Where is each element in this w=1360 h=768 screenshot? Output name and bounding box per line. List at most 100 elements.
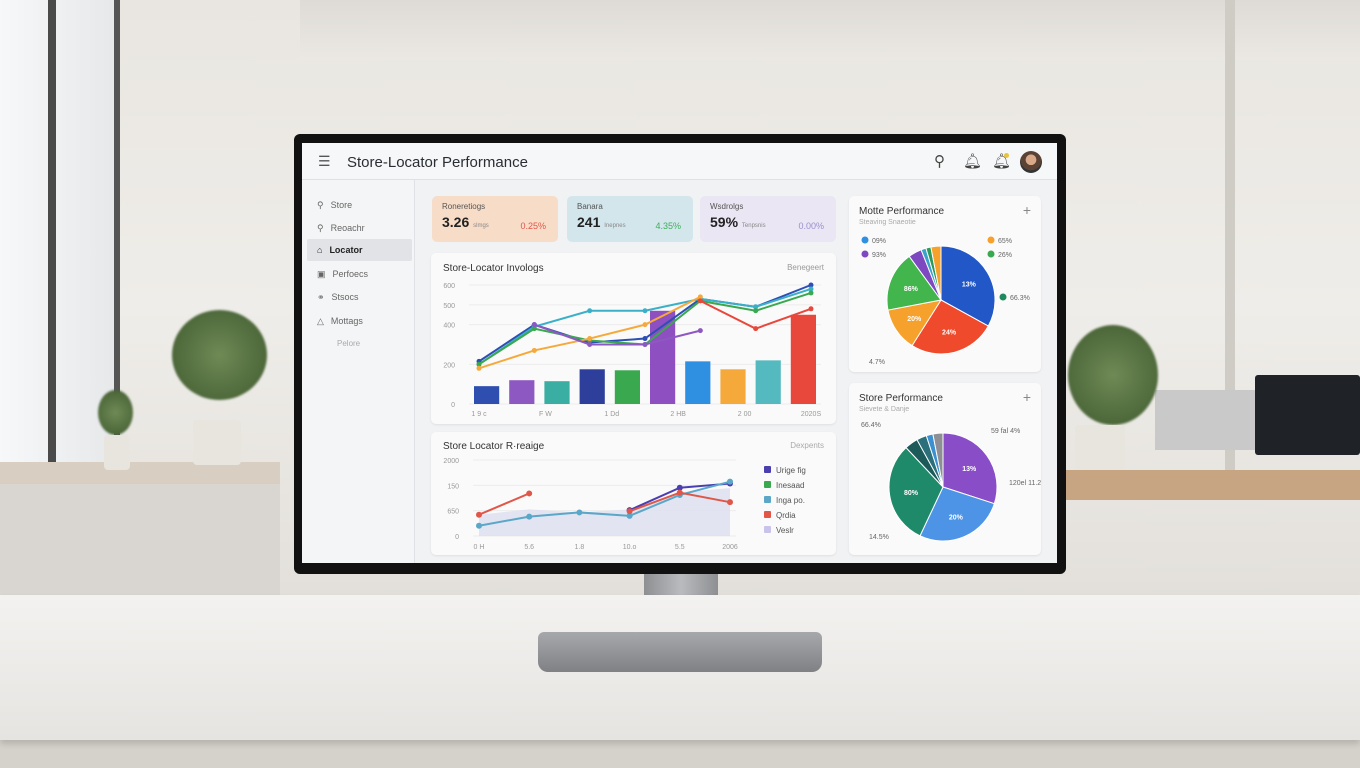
plant [1068,325,1158,425]
x-tick-label: F W [539,411,552,418]
kpi-label: Roneretiogs [442,202,486,211]
y-tick-label: 0 [455,534,459,541]
avatar[interactable] [1020,151,1042,173]
y-tick-label: 650 [447,509,459,516]
chart-action[interactable]: Dexpents [790,441,824,450]
window [0,0,120,470]
x-tick-label: 2006 [722,544,738,551]
bar [755,360,781,404]
panel-icon: ▣ [317,268,326,279]
slice-label: 13% [962,466,977,473]
x-tick-label: 5.5 [675,544,685,551]
bar [544,381,570,404]
legend-label: Veslr [776,526,794,535]
x-tick-label: 2 00 [738,411,752,418]
add-button[interactable]: + [1022,389,1031,405]
kpi-card[interactable]: Banara 241 Inepnes 4.35% [567,196,693,242]
plant-pot [104,435,130,470]
kpi-value: 241 Inepnes [577,214,626,230]
search-icon[interactable]: ⚲ [934,153,945,170]
series-line [629,482,731,512]
legend-label: Inesaad [776,481,804,490]
legend-label: 65% [998,238,1012,245]
y-tick-label: 600 [443,283,455,290]
callout-label: 59 fal 4% [991,428,1020,435]
legend-label: Urige fig [776,466,806,475]
x-tick-label: 2020S [801,411,822,418]
legend-swatch [764,526,771,533]
x-tick-label: 1 Dd [604,411,619,418]
bar [790,314,816,404]
plant [98,390,133,435]
chart-title: Store Performance [859,393,943,404]
kpi-card[interactable]: Roneretiogs 3.26 slmgs 0.25% [432,196,558,242]
pie-card-store: Store Performance Sievete & Danje + 13% 2… [849,383,1041,555]
bell-icon[interactable]: 🔔︎ [963,153,983,170]
kpi-change: 0.25% [520,221,546,231]
sidebar-item-mottags[interactable]: △ Mottags [317,315,363,327]
floor [0,740,1360,768]
chart-action[interactable]: Benegeert [787,263,824,272]
pie-slice [932,432,944,488]
sidebar-item-stsocs[interactable]: ⚭ Stsocs [317,291,359,303]
series-line [478,480,731,527]
legend-swatch [764,481,771,488]
legend-swatch [764,496,771,503]
add-button[interactable]: + [1022,202,1031,218]
legend-label: 93% [872,252,886,259]
y-tick-label: 200 [443,362,455,369]
bar [579,369,605,404]
chart-subtitle: Sievete & Danje [859,406,910,413]
pie-slice [886,255,942,311]
legend-label: Inga po. [776,496,805,505]
kpi-change: 0.00% [798,221,824,231]
plant [172,310,267,400]
kpi-label: Banara [577,202,603,211]
kpi-card[interactable]: Wsdrolgs 59% Tenpsnis 0.00% [700,196,836,242]
shield-icon: ⚭ [317,291,325,302]
legend-label: 66.3% [1010,295,1030,302]
callout-label: 4.7% [869,359,885,366]
line-chart-card: Store Locator R·reaige Dexpents 0 650 150 2… [431,432,836,555]
sidebar-item-perfoecs[interactable]: ▣ Perfoecs [317,268,369,280]
callout-label: 120el 11.26% [1009,480,1041,487]
legend-dot [861,250,869,258]
chart-subtitle: Steaving Snaeotie [859,219,916,226]
y-tick-label: 500 [443,303,455,310]
slice-label: 86% [904,286,919,293]
y-tick-label: 2000 [443,458,459,465]
pie-chart: 13% 20% 80% 66.4% 59 fal 4% 120el 11.26% 14.5% [861,422,1041,542]
kpi-label: Wsdrolgs [710,202,744,211]
cabinet [0,484,280,604]
callout-label: 66.4% [861,422,881,429]
bar [474,386,500,404]
x-tick-label: 0 H [474,544,485,551]
bar [509,380,535,404]
pie-card-motte: Motte Performance Steaving Snaeotie + 13… [849,196,1041,372]
chart-title: Motte Performance [859,206,945,217]
sidebar-item-reoachr[interactable]: ⚲ Reoachr [317,222,365,234]
pie-slice [940,245,996,327]
sidebar-item-pelore[interactable]: Pelore [337,338,361,348]
plant-pot [1075,425,1125,473]
legend-dot [987,236,995,244]
background-monitor [1155,390,1255,450]
menu-icon[interactable]: ☰ [318,153,331,169]
plant-pot [193,420,241,465]
x-tick-label: 1 9 c [471,411,487,418]
search-person-icon: ⚲ [317,222,324,233]
series-line [533,323,701,346]
kpi-value: 3.26 slmgs [442,214,489,230]
chart-title: Store Locator R·reaige [443,441,545,452]
window-frame [48,0,56,470]
slice-label: 20% [949,515,964,522]
legend-dot [999,293,1007,301]
monitor-base [538,632,822,672]
sidebar-item-locator[interactable]: ⌂ Locator [307,239,412,261]
users-icon: △ [317,315,324,326]
legend-swatch [764,511,771,518]
sidebar-item-store[interactable]: ⚲ Store [317,199,353,211]
series-line [699,299,812,330]
pie-chart: 13% 24% 20% 86% 09% 93% 65% 26% 66.3% 4.7% [861,236,1030,366]
pie-slice [942,432,998,505]
